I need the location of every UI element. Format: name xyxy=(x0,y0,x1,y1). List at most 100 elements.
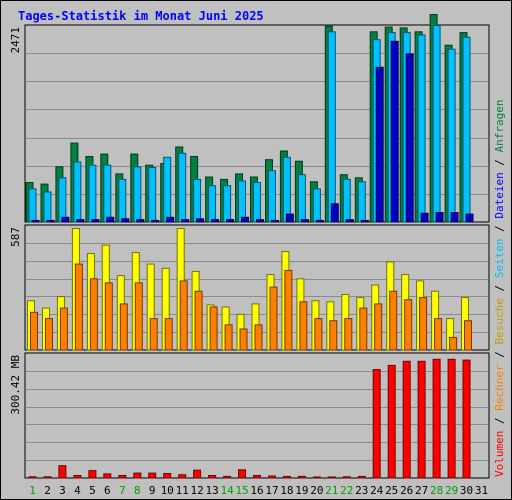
x-tick-label-day-1: 1 xyxy=(29,484,36,497)
x-tick-label-day-9: 9 xyxy=(149,484,156,497)
x-tick-label-day-3: 3 xyxy=(59,484,66,497)
bar-requests-dateien-day-17 xyxy=(268,170,276,223)
x-tick-label-day-22: 22 xyxy=(340,484,353,497)
bar-requests-dateien-day-9 xyxy=(148,167,157,223)
bar-visits-rechner-day-18 xyxy=(284,269,293,351)
x-tick-label-day-6: 6 xyxy=(104,484,111,497)
x-tick-label-day-11: 11 xyxy=(176,484,189,497)
panel-requests-ymax-label: 2471 xyxy=(9,27,22,54)
bar-requests-seiten-day-12 xyxy=(196,218,205,223)
x-tick-label-day-23: 23 xyxy=(355,484,368,497)
bar-requests-seiten-day-13 xyxy=(211,219,220,223)
bar-requests-dateien-day-16 xyxy=(253,182,261,223)
bar-requests-dateien-day-1 xyxy=(28,188,37,223)
bar-visits-rechner-day-9 xyxy=(149,318,158,351)
bar-volume-volumen-day-15 xyxy=(238,469,246,479)
bar-visits-rechner-day-4 xyxy=(74,263,83,351)
bar-requests-dateien-day-15 xyxy=(238,180,246,223)
bar-requests-seiten-day-5 xyxy=(91,219,100,223)
bar-visits-rechner-day-11 xyxy=(179,280,188,351)
bar-volume-volumen-day-1 xyxy=(28,476,37,479)
bar-visits-rechner-day-13 xyxy=(209,306,218,351)
bar-volume-volumen-day-19 xyxy=(297,475,306,479)
x-tick-label-day-7: 7 xyxy=(119,484,126,497)
bar-volume-volumen-day-23 xyxy=(357,475,366,479)
bar-visits-rechner-day-21 xyxy=(329,320,338,351)
bar-visits-rechner-day-14 xyxy=(224,324,233,351)
legend-separator: / xyxy=(493,219,506,239)
bar-requests-seiten-day-1 xyxy=(31,219,40,223)
x-tick-label-day-5: 5 xyxy=(89,484,96,497)
bar-requests-seiten-day-20 xyxy=(315,219,324,223)
bar-volume-volumen-day-27 xyxy=(417,360,426,479)
bar-volume-volumen-day-20 xyxy=(312,476,321,479)
bar-visits-rechner-day-20 xyxy=(314,318,323,351)
chart-title: Tages-Statistik im Monat Juni 2025 xyxy=(18,9,264,23)
bar-requests-seiten-day-9 xyxy=(151,219,160,223)
x-tick-label-day-4: 4 xyxy=(74,484,81,497)
bar-volume-volumen-day-22 xyxy=(342,476,351,479)
bar-visits-rechner-day-22 xyxy=(344,318,353,351)
bar-visits-rechner-day-23 xyxy=(359,307,368,351)
bar-volume-volumen-day-4 xyxy=(73,475,82,479)
bar-volume-volumen-day-10 xyxy=(163,473,172,479)
bar-requests-dateien-day-29 xyxy=(447,48,456,223)
legend-entry-volumen: Volumen xyxy=(493,431,506,477)
legend-separator: / xyxy=(493,278,506,298)
bar-requests-seiten-day-7 xyxy=(121,218,130,223)
x-tick-label-day-10: 10 xyxy=(161,484,174,497)
bar-requests-dateien-day-30 xyxy=(462,36,471,223)
bar-requests-seiten-day-15 xyxy=(241,216,249,223)
bar-requests-dateien-day-8 xyxy=(133,166,142,223)
bar-requests-seiten-day-22 xyxy=(345,219,354,223)
bar-visits-rechner-day-7 xyxy=(119,303,128,351)
bar-volume-volumen-day-17 xyxy=(268,475,276,479)
bar-visits-rechner-day-8 xyxy=(134,282,143,351)
bar-requests-dateien-day-13 xyxy=(208,185,217,223)
x-tick-label-day-2: 2 xyxy=(44,484,51,497)
x-tick-label-day-30: 30 xyxy=(460,484,473,497)
bar-volume-volumen-day-21 xyxy=(327,476,336,479)
bar-visits-rechner-day-17 xyxy=(269,286,278,351)
panel-visits-ymax-label: 587 xyxy=(9,227,22,247)
bar-requests-seiten-day-16 xyxy=(256,219,264,223)
x-tick-label-day-21: 21 xyxy=(325,484,338,497)
bar-volume-volumen-day-30 xyxy=(462,359,471,479)
bar-volume-volumen-day-12 xyxy=(193,469,202,479)
x-tick-label-day-31: 31 xyxy=(475,484,488,497)
x-tick-label-day-29: 29 xyxy=(445,484,458,497)
bar-requests-dateien-day-5 xyxy=(88,164,97,223)
bar-requests-seiten-day-30 xyxy=(465,213,474,223)
bar-requests-dateien-day-27 xyxy=(417,34,426,223)
x-tick-label-day-14: 14 xyxy=(220,484,234,497)
bar-volume-volumen-day-2 xyxy=(43,476,52,479)
bar-volume-volumen-day-11 xyxy=(178,474,187,479)
bar-visits-rechner-day-6 xyxy=(104,282,113,351)
bar-volume-volumen-day-14 xyxy=(223,475,232,479)
bar-requests-dateien-day-20 xyxy=(312,188,321,223)
bar-requests-seiten-day-19 xyxy=(300,219,309,223)
bar-requests-seiten-day-6 xyxy=(106,216,115,223)
bar-requests-dateien-day-10 xyxy=(163,156,172,223)
bar-visits-rechner-day-25 xyxy=(389,290,398,351)
x-tick-label-day-25: 25 xyxy=(385,484,398,497)
bar-visits-rechner-day-28 xyxy=(434,318,443,351)
bar-requests-seiten-day-25 xyxy=(390,40,399,223)
bar-visits-rechner-day-10 xyxy=(164,318,173,351)
bar-volume-volumen-day-7 xyxy=(118,475,127,479)
x-tick-label-day-16: 16 xyxy=(250,484,263,497)
x-tick-label-day-12: 12 xyxy=(190,484,203,497)
x-tick-label-day-27: 27 xyxy=(415,484,428,497)
bar-visits-rechner-day-29 xyxy=(449,336,458,351)
x-tick-label-day-13: 13 xyxy=(205,484,218,497)
bar-visits-rechner-day-1 xyxy=(30,311,38,351)
bar-visits-rechner-day-19 xyxy=(299,301,308,351)
bar-requests-dateien-day-4 xyxy=(73,161,82,223)
bar-requests-dateien-day-28 xyxy=(432,25,441,223)
bar-visits-rechner-day-26 xyxy=(404,299,413,351)
bar-volume-volumen-day-26 xyxy=(402,360,411,479)
bar-requests-dateien-day-23 xyxy=(357,181,366,223)
bar-requests-dateien-day-7 xyxy=(118,178,127,223)
bar-requests-dateien-day-19 xyxy=(297,174,306,223)
